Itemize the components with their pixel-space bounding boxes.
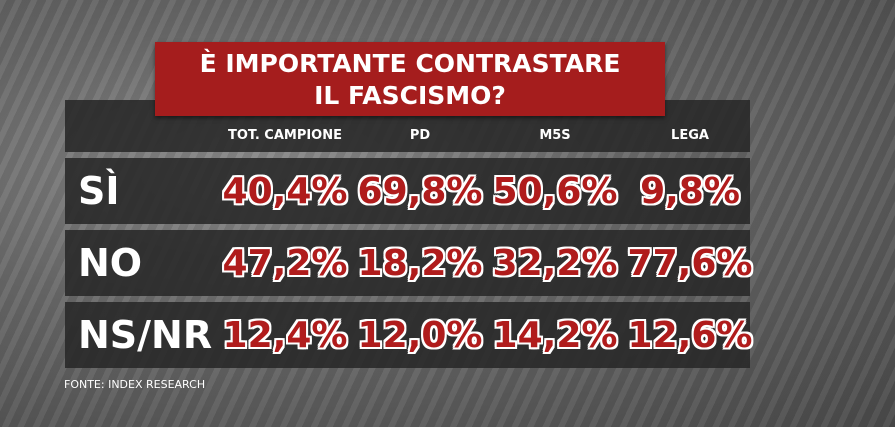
cell-value: 47,2% [222,242,348,284]
row-label: NS/NR [78,313,213,357]
title-line: È IMPORTANTE CONTRASTARE [199,49,621,78]
title-line: IL FASCISMO? [314,81,506,110]
row-label: NO [78,241,143,285]
row-band [65,230,750,296]
cell-value: 9,8% [640,170,740,212]
cell-value: 69,8% [357,170,483,212]
cell-value: 12,0% [357,314,483,356]
column-header: PD [409,127,431,143]
column-header: TOT. CAMPIONE [228,127,342,143]
column-header: LEGA [671,127,709,143]
row-label: SÌ [78,169,120,213]
cell-value: 12,6% [627,314,753,356]
cell-value: 77,6% [627,242,753,284]
cell-value: 14,2% [492,314,618,356]
cell-value: 18,2% [357,242,483,284]
source: FONTE: INDEX RESEARCH [64,378,206,391]
cell-value: 50,6% [492,170,618,212]
row-band [65,158,750,224]
column-header: M5S [539,127,571,143]
cell-value: 40,4% [222,170,348,212]
title-box: È IMPORTANTE CONTRASTARE IL FASCISMO? [155,42,665,116]
cell-value: 12,4% [222,314,348,356]
cell-value: 32,2% [492,242,618,284]
row-band [65,302,750,368]
